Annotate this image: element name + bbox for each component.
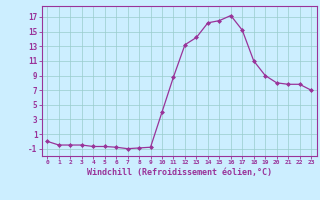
X-axis label: Windchill (Refroidissement éolien,°C): Windchill (Refroidissement éolien,°C) <box>87 168 272 177</box>
